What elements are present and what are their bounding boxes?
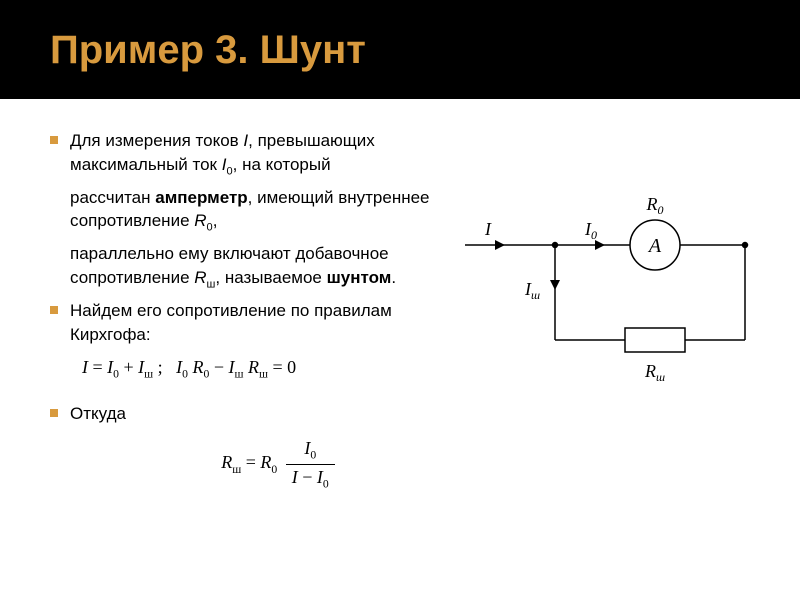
bullet-1: Для измерения токов I, превышающих макси… [50, 129, 450, 180]
label-rsh: Rш [644, 361, 665, 384]
bullet-1-cont-b: параллельно ему включают добавочное сопр… [50, 242, 450, 293]
label-r0: R0 [646, 194, 664, 217]
slide: Пример 3. Шунт Для измерения токов I, пр… [0, 0, 800, 600]
bullet-1-cont-a: рассчитан амперметр, имеющий внутреннее … [50, 186, 450, 237]
diagram-column: A R0 I I0 Iш Rш [450, 129, 780, 490]
slide-title: Пример 3. Шунт [50, 28, 750, 73]
bullet-3: Откуда [50, 402, 450, 426]
label-ish: Iш [524, 279, 540, 302]
bullet-list-2: Откуда [50, 402, 450, 426]
circuit-diagram: A R0 I I0 Iш Rш [455, 175, 775, 395]
text-column: Для измерения токов I, превышающих макси… [50, 129, 450, 490]
bullet-2: Найдем его сопротивление по правилам Кир… [50, 299, 450, 347]
equation-kirchhoff: I = I0 + Iш ; I0 R0 − Iш Rш = 0 [50, 357, 450, 381]
title-bar: Пример 3. Шунт [0, 0, 800, 99]
equation-result: Rш = R0 I0 I − I0 [50, 438, 450, 490]
label-i0: I0 [584, 219, 597, 242]
content-area: Для измерения токов I, превышающих макси… [0, 99, 800, 510]
bullet-list: Для измерения токов I, превышающих макси… [50, 129, 450, 347]
label-i: I [484, 219, 492, 239]
label-ammeter: A [647, 235, 662, 257]
